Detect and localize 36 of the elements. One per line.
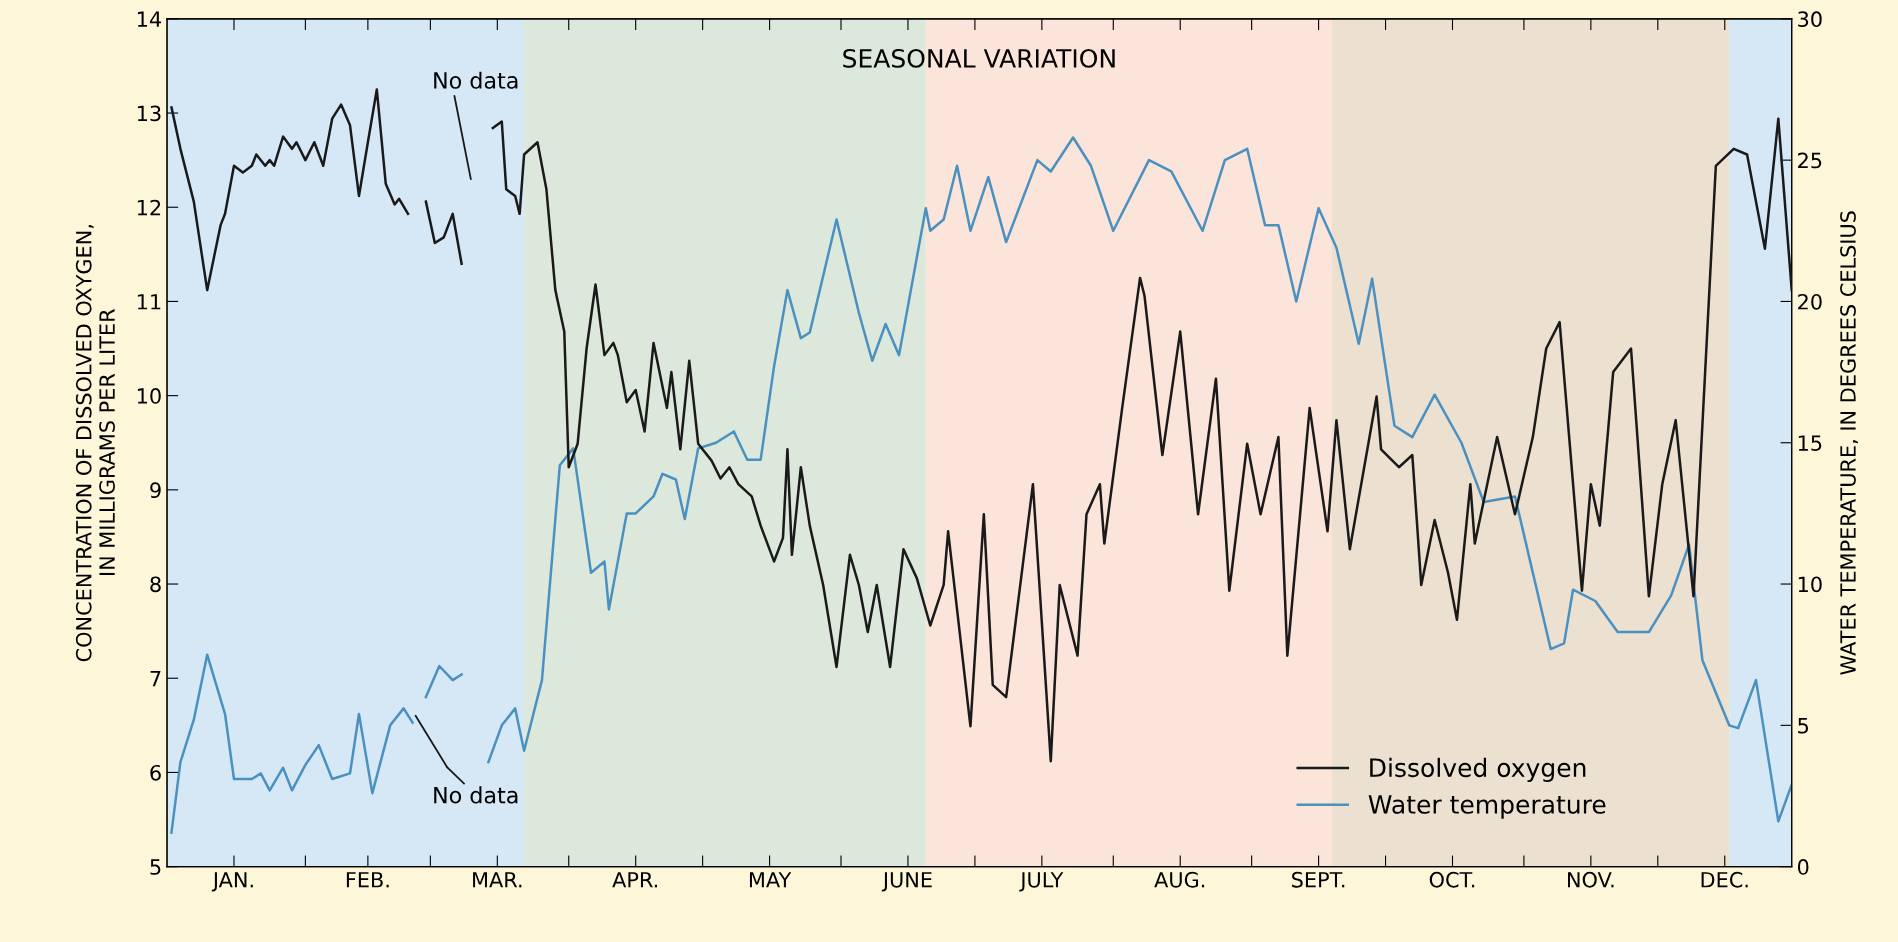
y2-tick-label: 0 — [1797, 859, 1809, 875]
y-tick-label: 10 — [137, 388, 161, 404]
y-tick-label: 13 — [137, 105, 161, 122]
x-tick-label: JAN. — [211, 872, 253, 892]
y-tick-label: 12 — [137, 199, 161, 216]
y2-tick-label: 30 — [1798, 11, 1822, 28]
y2-tick-label: 15 — [1798, 435, 1822, 451]
x-tick-label: AUG. — [1154, 871, 1205, 888]
x-tick-label: DEC. — [1701, 871, 1748, 888]
y2-axis-title: WATER TEMPERATURE, IN DEGREES CELSIUS — [1840, 211, 1858, 675]
y-tick-label: 9 — [150, 482, 161, 499]
y2-tick-label: 5 — [1798, 718, 1809, 734]
y-tick-label: 5 — [150, 859, 161, 875]
legend-label: Water temperature — [1368, 795, 1606, 819]
annotation: No data — [434, 71, 518, 89]
text: SEASONAL VARIATION — [843, 48, 1115, 68]
y2-tick-label: 25 — [1798, 152, 1822, 169]
x-tick-label: JULY — [1019, 872, 1064, 892]
y-tick-label: 8 — [150, 576, 161, 593]
y-tick-label: 7 — [150, 670, 161, 687]
x-tick-label: JUNE — [881, 872, 932, 892]
y-axis-title: CONCENTRATION OF DISSOLVED OXYGEN, IN MILLIGRAMS PER LITER — [75, 225, 115, 662]
x-tick-label: NOV. — [1568, 871, 1614, 888]
y-tick-label: 11 — [137, 294, 161, 310]
legend-label: Dissolved oxygen — [1370, 757, 1586, 783]
annotation: No data — [434, 786, 518, 804]
x-tick-label: FEB. — [346, 872, 389, 888]
x-tick-label: APR. — [612, 872, 658, 888]
y-tick-label: 14 — [137, 11, 161, 27]
x-tick-label: MAY — [749, 872, 792, 888]
x-tick-label: SEPT. — [1292, 871, 1345, 888]
y2-tick-label: 20 — [1798, 293, 1822, 310]
y2-tick-label: 10 — [1798, 576, 1822, 593]
y-tick-label: 6 — [150, 764, 161, 781]
x-tick-label: OCT. — [1429, 871, 1475, 888]
x-tick-label: MAR. — [473, 872, 522, 888]
